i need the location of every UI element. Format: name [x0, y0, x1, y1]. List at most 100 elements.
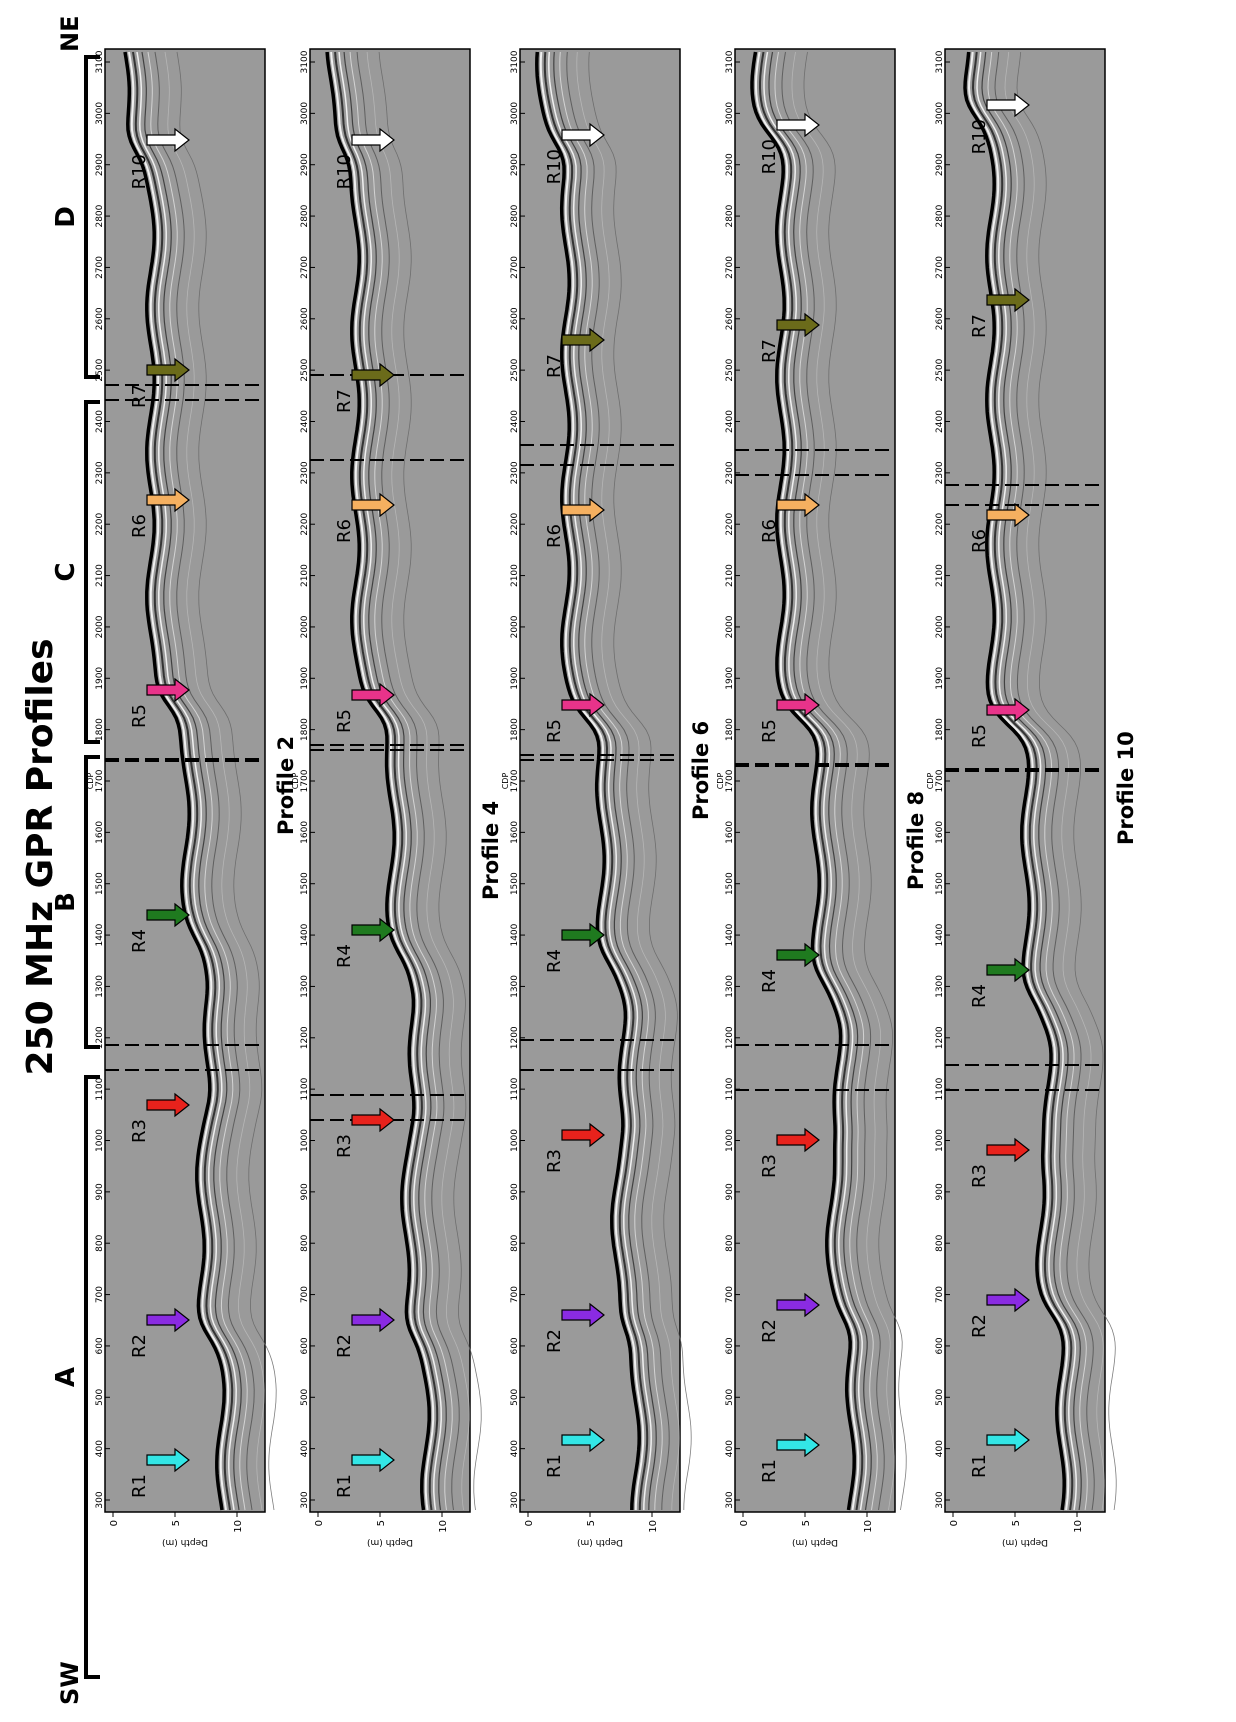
reflector-arrow: [776, 1127, 820, 1153]
depth-tick-label: 10: [648, 1520, 659, 1533]
cdp-tick-label: 1800: [725, 718, 735, 741]
depth-tick-label: 0: [739, 1520, 750, 1526]
cdp-tick-label: 600: [725, 1337, 735, 1354]
cdp-tick-label: 2000: [510, 615, 520, 638]
cdp-tick-label: 2400: [95, 410, 105, 433]
reflector-label: R5: [544, 719, 565, 743]
reflector-arrow: [776, 492, 820, 518]
cdp-tick-label: 1900: [300, 667, 310, 690]
surface-reflector: [535, 51, 641, 1511]
depth-tick-label: 0: [949, 1520, 960, 1526]
reflection-texture: [136, 51, 237, 1511]
cdp-tick-label: 1600: [510, 821, 520, 844]
depth-tick-label: 10: [1073, 1520, 1084, 1533]
reflector-label: R1: [759, 1459, 780, 1483]
reflection-texture: [768, 51, 872, 1511]
cdp-tick-label: 1800: [300, 718, 310, 741]
cdp-tick-label: 1700: [300, 769, 310, 792]
reflector-label: R2: [759, 1319, 780, 1343]
reflector-label: R1: [129, 1474, 150, 1498]
cdp-tick-label: 1100: [510, 1077, 520, 1100]
cdp-tick-label: 1000: [935, 1129, 945, 1152]
cdp-tick-label: 2200: [510, 512, 520, 535]
cdp-tick-label: 2000: [300, 615, 310, 638]
reflector-label: R6: [334, 519, 355, 543]
reflector-arrow: [986, 697, 1030, 723]
reflector-arrow: [146, 677, 190, 703]
cdp-tick-label: 1300: [300, 975, 310, 998]
cdp-tick-label: 400: [725, 1440, 735, 1457]
section-label: D: [51, 206, 81, 228]
reflector-label: R1: [544, 1454, 565, 1478]
cdp-tick-label: 1200: [300, 1026, 310, 1049]
profile-panel: 300 400 500 600 700 800 900 1000 1100 1200 1300 140…: [86, 48, 298, 1547]
reflector-arrow: [146, 127, 190, 153]
reflector-arrow: [561, 1122, 605, 1148]
section-bracket: [84, 400, 100, 744]
cdp-tick-label: 1100: [300, 1077, 310, 1100]
cdp-tick-label: 3000: [935, 102, 945, 125]
profile-panel: 300 400 500 600 700 800 900 1000 1100 1200 1300 140…: [501, 48, 713, 1547]
cdp-tick-label: 1900: [510, 667, 520, 690]
direction-sw: SW: [56, 1661, 84, 1705]
cdp-tick-label: 1500: [725, 872, 735, 895]
cdp-tick-label: 1000: [725, 1129, 735, 1152]
section-bracket: [84, 755, 100, 1049]
profile-label: Profile 6: [689, 721, 713, 820]
reflection-texture: [588, 51, 692, 1511]
cdp-tick-label: 1500: [935, 872, 945, 895]
cdp-tick-label: 3100: [95, 50, 105, 73]
cdp-tick-label: 300: [935, 1491, 945, 1508]
cdp-tick-label: 500: [725, 1388, 735, 1405]
reflector-arrow: [986, 1287, 1030, 1313]
reflector-arrow: [561, 1427, 605, 1453]
cdp-tick-label: 2200: [300, 512, 310, 535]
cdp-tick-label: 1100: [725, 1077, 735, 1100]
cdp-tick-label: 300: [510, 1491, 520, 1508]
reflector-arrow: [351, 492, 395, 518]
depth-axis-label: Depth (m): [577, 1537, 623, 1547]
reflection-texture: [566, 51, 670, 1511]
reflector-label: R3: [969, 1164, 990, 1188]
profile-label: Profile 4: [479, 801, 503, 900]
reflector-label: R10: [129, 154, 150, 189]
cdp-tick-label: 2300: [935, 461, 945, 484]
reflector-arrow: [146, 1447, 190, 1473]
cdp-tick-label: 300: [95, 1491, 105, 1508]
reflector-label: R10: [544, 149, 565, 184]
cdp-tick-label: 1300: [935, 975, 945, 998]
cdp-tick-label: 700: [510, 1286, 520, 1303]
reflector-arrow: [561, 327, 605, 353]
reflector-arrow: [986, 957, 1030, 983]
cdp-tick-label: 1800: [95, 718, 105, 741]
reflector-arrow: [351, 1447, 395, 1473]
cdp-tick-label: 1200: [935, 1026, 945, 1049]
cdp-tick-label: 500: [935, 1388, 945, 1405]
cdp-tick-label: 2700: [935, 256, 945, 279]
reflector-label: R7: [969, 314, 990, 338]
cdp-axis-label: CDP: [501, 773, 510, 790]
cdp-tick-label: 1600: [725, 821, 735, 844]
cdp-tick-label: 900: [510, 1183, 520, 1200]
reflection-texture: [539, 51, 645, 1511]
cdp-tick-label: 3100: [300, 50, 310, 73]
cdp-tick-label: 1000: [510, 1129, 520, 1152]
cdp-tick-label: 800: [935, 1234, 945, 1251]
reflector-arrow: [351, 127, 395, 153]
cdp-tick-label: 2500: [725, 358, 735, 381]
reflector-arrow: [776, 1432, 820, 1458]
cdp-tick-label: 1200: [725, 1026, 735, 1049]
cdp-tick-label: 2500: [510, 358, 520, 381]
cdp-tick-label: 500: [510, 1388, 520, 1405]
surface-reflector: [325, 51, 431, 1511]
reflection-texture: [553, 51, 657, 1511]
reflector-arrow: [986, 1137, 1030, 1163]
cdp-tick-label: 300: [725, 1491, 735, 1508]
reflector-arrow: [561, 122, 605, 148]
cdp-tick-label: 800: [510, 1234, 520, 1251]
reflector-label: R3: [759, 1154, 780, 1178]
reflector-arrow: [351, 917, 395, 943]
cdp-tick-label: 400: [510, 1440, 520, 1457]
cdp-tick-label: 2800: [95, 204, 105, 227]
reflector-arrow: [561, 1302, 605, 1328]
